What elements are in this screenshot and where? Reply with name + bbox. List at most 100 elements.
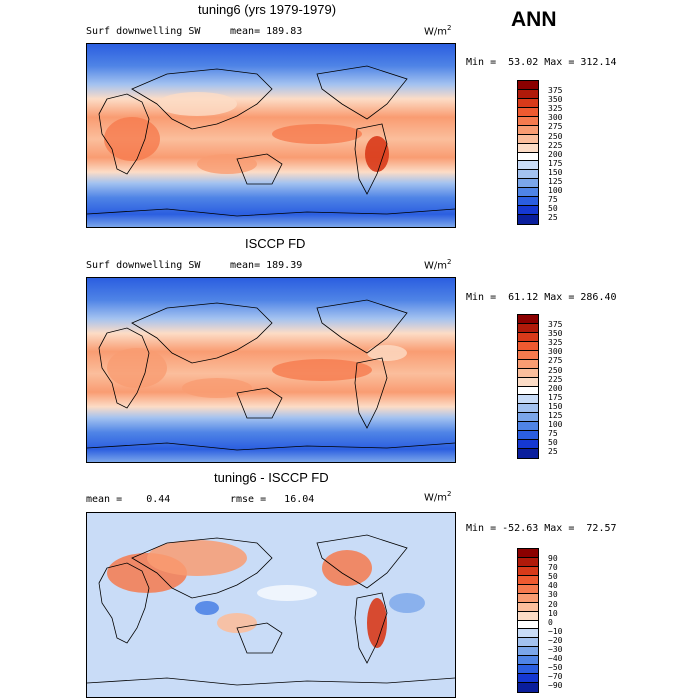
- panel3-colorbar-tick-label: 40: [548, 581, 558, 591]
- panel3-colorbar-tick-label: −30: [548, 645, 563, 654]
- panel2-colorbar-tick-label: 25: [548, 447, 558, 457]
- panel2-map: [86, 277, 456, 463]
- panel3-colorbar-tick-label: −10: [548, 626, 563, 636]
- panel2-title: ISCCP FD: [245, 236, 306, 251]
- panel3-colorbar-swatch: [518, 620, 538, 630]
- panel1-colorbar-swatch: [518, 81, 538, 90]
- panel1-colorbar-swatch: [518, 143, 538, 153]
- panel2-colorbar-swatch: [518, 368, 538, 378]
- panel3-colorbar-swatch: [518, 665, 538, 675]
- panel3-colorbar-tick-label: 0: [548, 617, 553, 627]
- panel3-colorbar: [517, 548, 539, 693]
- panel1-colorbar-swatch: [518, 125, 538, 135]
- panel3-colorbar-swatch: [518, 593, 538, 603]
- panel1-colorbar-labels: 375 350 325 300 275 250 225 200 175 150 125 100 75 50…: [548, 82, 588, 227]
- panel1-colorbar-swatch: [518, 161, 538, 171]
- panel3-mean: mean = 0.44: [86, 494, 171, 505]
- panel3-colorbar-tick-label: 50: [548, 572, 558, 582]
- panel1-map-field: [87, 44, 455, 227]
- panel2-units: W/m2: [424, 258, 452, 272]
- panel2-variable-label: Surf downwelling SW: [86, 260, 201, 271]
- panel2-colorbar-tick-label: 75: [548, 429, 558, 439]
- panel2-colorbar-tick-label: 50: [548, 438, 558, 448]
- panel3-colorbar-tick-label: −40: [548, 654, 563, 664]
- panel2-colorbar-swatch: [518, 350, 538, 360]
- panel2-colorbar-swatch: [518, 323, 538, 333]
- panel1-colorbar-tick-label: 350: [548, 95, 563, 105]
- panel3-rmse: rmse = 16.04: [230, 494, 315, 505]
- panel1-map: [86, 43, 456, 228]
- panel2-colorbar-tick-label: 250: [548, 365, 563, 375]
- panel1-colorbar-swatch: [518, 170, 538, 180]
- panel1-colorbar-tick-label: 325: [548, 104, 563, 114]
- panel2-colorbar-tick-label: 200: [548, 383, 563, 393]
- panel3-colorbar-tick-label: 20: [548, 599, 558, 609]
- panel1-colorbar-tick-label: 50: [548, 204, 558, 214]
- panel1-colorbar-tick-label: 100: [548, 186, 563, 196]
- panel3-colorbar-labels: 90 70 50 40 30 20 10 0 −10 −20 −30 −40 −50 −70 −90: [548, 550, 588, 695]
- panel1-min-max: Min = 53.02 Max = 312.14: [466, 57, 617, 68]
- panel3-colorbar-tick-label: 30: [548, 590, 558, 600]
- season-label: ANN: [511, 8, 557, 31]
- panel2-colorbar-tick-label: 350: [548, 329, 563, 339]
- panel2-colorbar-swatch: [518, 386, 538, 396]
- panel1-colorbar-tick-label: 375: [548, 86, 563, 95]
- panel1-units: W/m2: [424, 24, 452, 38]
- panel2-colorbar-swatch: [518, 341, 538, 351]
- panel2-colorbar-swatch: [518, 440, 538, 450]
- panel3-colorbar-swatch: [518, 647, 538, 657]
- panel2-colorbar-tick-label: 325: [548, 338, 563, 348]
- panel2-colorbar-swatch: [518, 359, 538, 369]
- panel2-colorbar-tick-label: 275: [548, 356, 563, 366]
- panel3-colorbar-tick-label: 90: [548, 554, 558, 563]
- panel3-units: W/m2: [424, 490, 452, 504]
- panel1-colorbar-tick-label: 300: [548, 113, 563, 123]
- panel1-variable-label: Surf downwelling SW: [86, 26, 201, 37]
- panel2-colorbar-swatch: [518, 315, 538, 324]
- panel1-colorbar-swatch: [518, 206, 538, 216]
- panel3-colorbar-swatch: [518, 638, 538, 648]
- panel3-colorbar-tick-label: −90: [548, 681, 563, 691]
- panel2-map-field: [87, 278, 455, 462]
- panel3-map: [86, 512, 456, 698]
- panel1-colorbar-swatch: [518, 107, 538, 117]
- panel2-colorbar-swatch: [518, 431, 538, 441]
- panel3-colorbar-tick-label: −50: [548, 663, 563, 673]
- panel1-colorbar-tick-label: 225: [548, 140, 563, 150]
- panel3-colorbar-tick-label: −20: [548, 635, 563, 645]
- panel1-colorbar-tick-label: 250: [548, 131, 563, 141]
- panel2-colorbar-swatch: [518, 395, 538, 405]
- panel2-colorbar-swatch: [518, 449, 538, 458]
- panel1-colorbar-tick-label: 175: [548, 158, 563, 168]
- panel1-colorbar-swatch: [518, 179, 538, 189]
- panel3-colorbar-swatch: [518, 602, 538, 612]
- panel1-colorbar: [517, 80, 539, 225]
- panel1-colorbar-swatch: [518, 89, 538, 99]
- panel2-colorbar-tick-label: 300: [548, 347, 563, 357]
- panel3-colorbar-swatch: [518, 584, 538, 594]
- panel1-colorbar-tick-label: 125: [548, 177, 563, 186]
- panel1-colorbar-swatch: [518, 215, 538, 224]
- panel3-colorbar-swatch: [518, 611, 538, 621]
- panel2-colorbar-swatch: [518, 404, 538, 414]
- panel1-colorbar-swatch: [518, 152, 538, 162]
- panel2-colorbar-tick-label: 375: [548, 320, 563, 329]
- panel2-colorbar-tick-label: 125: [548, 411, 563, 420]
- panel3-colorbar-swatch: [518, 575, 538, 585]
- panel3-colorbar-swatch: [518, 629, 538, 639]
- panel2-colorbar: [517, 314, 539, 459]
- panel2-colorbar-tick-label: 100: [548, 420, 563, 430]
- panel3-colorbar-tick-label: −70: [548, 672, 563, 682]
- panel1-colorbar-swatch: [518, 116, 538, 126]
- panel3-colorbar-swatch: [518, 549, 538, 558]
- panel2-colorbar-tick-label: 175: [548, 392, 563, 402]
- panel2-colorbar-swatch: [518, 422, 538, 432]
- panel2-colorbar-labels: 375 350 325 300 275 250 225 200 175 150 125 100 75 50…: [548, 316, 588, 461]
- panel1-colorbar-swatch: [518, 134, 538, 144]
- panel3-colorbar-tick-label: 10: [548, 608, 558, 618]
- panel3-colorbar-swatch: [518, 557, 538, 567]
- panel3-colorbar-swatch: [518, 683, 538, 692]
- panel1-colorbar-swatch: [518, 197, 538, 207]
- panel1-colorbar-tick-label: 150: [548, 167, 563, 177]
- panel3-colorbar-tick-label: 70: [548, 563, 558, 573]
